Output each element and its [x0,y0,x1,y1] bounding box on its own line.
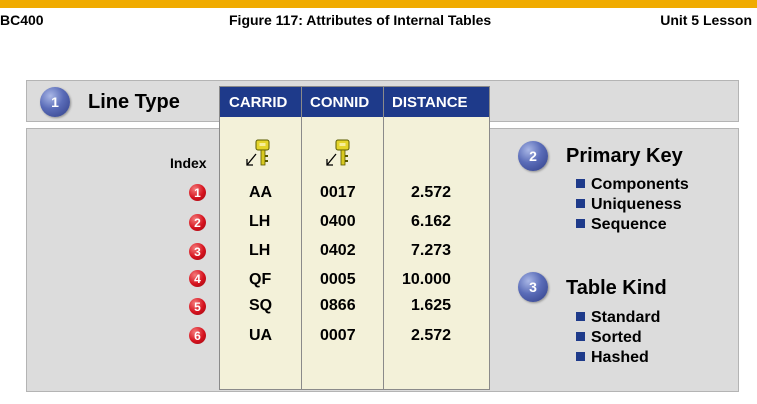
index-marker: 6 [189,327,206,344]
table-header-row: CARRID CONNID DISTANCE [220,87,489,117]
cell-connid: 0005 [320,271,356,288]
cell-distance: 6.162 [411,213,452,230]
cell-distance: 1.625 [411,297,452,314]
cell-carrid: LH [249,213,271,230]
key-icon [326,139,350,166]
key-icon [246,139,270,166]
column-divider [383,87,384,389]
cell-connid: 0400 [320,213,356,230]
cell-connid: 0402 [320,242,356,259]
cell-carrid: LH [249,242,271,259]
internal-table: CARRID CONNID DISTANCE [219,86,490,390]
cell-connid: 0017 [320,184,356,201]
index-label: Index [170,155,207,171]
primary-key-number: 2 [518,141,548,171]
column-divider [301,87,302,389]
cell-distance: 2.572 [411,327,452,344]
index-marker: 5 [189,298,206,315]
top-accent-bar [0,0,757,8]
line-type-title: Line Type [88,91,180,113]
table-kind-title: Table Kind [566,277,667,299]
primary-key-title: Primary Key [566,145,683,167]
index-marker: 1 [189,184,206,201]
figure-title: Figure 117: Attributes of Internal Table… [229,12,492,28]
table-kind-item: Sorted [576,329,642,347]
column-header-distance: DISTANCE [392,94,468,111]
cell-distance: 2.572 [411,184,452,201]
line-type-number: 1 [40,87,70,117]
cell-carrid: SQ [249,297,273,314]
column-header-carrid: CARRID [229,94,288,111]
unit-label: Unit 5 Lesson [660,12,752,28]
course-code: BC400 [0,12,44,28]
index-marker: 4 [189,270,206,287]
table-kind-number: 3 [518,272,548,302]
table-kind-item: Standard [576,309,660,327]
index-marker: 2 [189,214,206,231]
cell-carrid: QF [249,271,272,288]
cell-carrid: AA [249,184,273,201]
primary-key-item: Sequence [576,216,667,234]
primary-key-item: Components [576,176,689,194]
cell-distance: 10.000 [402,271,451,288]
cell-connid: 0866 [320,297,356,314]
cell-carrid: UA [249,327,273,344]
index-marker: 3 [189,243,206,260]
cell-connid: 0007 [320,327,356,344]
table-kind-item: Hashed [576,349,649,367]
primary-key-item: Uniqueness [576,196,682,214]
cell-distance: 7.273 [411,242,452,259]
column-header-connid: CONNID [310,94,370,111]
